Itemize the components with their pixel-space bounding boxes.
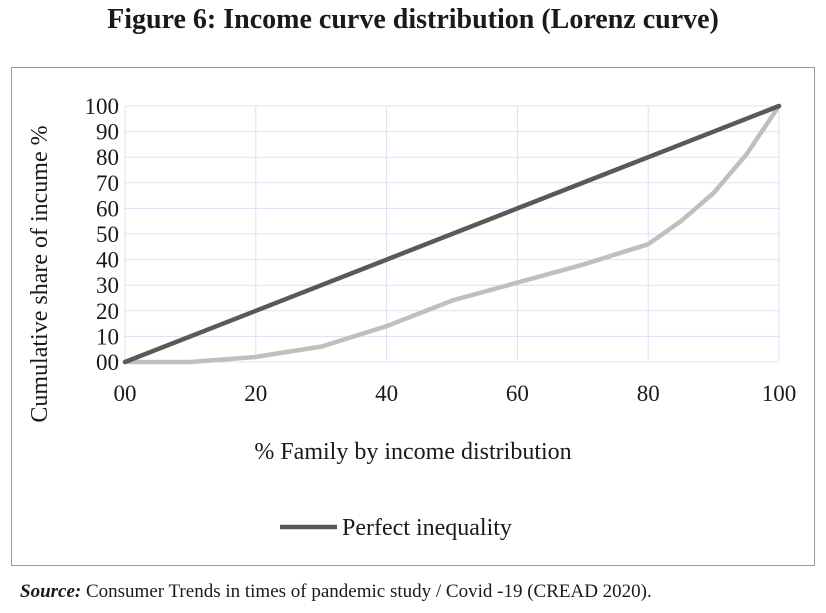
- series-line-perfect-inequality: [122, 103, 782, 365]
- x-tick-label: 00: [114, 381, 137, 406]
- x-tick-label: 100: [762, 381, 797, 406]
- chart-frame: 00 10 20 30 40 50 60 70 80 90 100 00 20 40 60 80 100 Cum…: [11, 67, 815, 566]
- series-layer: [122, 103, 782, 365]
- y-tick-label: 90: [96, 120, 119, 145]
- x-tick-label: 40: [375, 381, 398, 406]
- source-text: Consumer Trends in times of pandemic stu…: [81, 581, 652, 602]
- y-tick-label: 80: [96, 145, 119, 170]
- y-tick-label: 20: [96, 299, 119, 324]
- x-tick-label: 60: [506, 381, 529, 406]
- legend-label: Perfect inequality: [342, 515, 512, 541]
- series-line-lorenz-curve: [122, 103, 782, 365]
- y-tick-label: 30: [96, 273, 119, 298]
- y-tick-label: 40: [96, 248, 119, 273]
- x-tick-label: 80: [637, 381, 660, 406]
- y-tick-label: 00: [96, 350, 119, 375]
- figure-title: Figure 6: Income curve distribution (Lor…: [107, 4, 719, 35]
- x-tick-label: 20: [244, 381, 267, 406]
- legend: Perfect inequality: [280, 515, 512, 541]
- y-tick-label: 50: [96, 222, 119, 247]
- y-tick-label: 60: [96, 196, 119, 221]
- x-axis-label: % Family by income distribution: [254, 439, 571, 465]
- source-note: Source: Consumer Trends in times of pand…: [20, 581, 652, 603]
- y-tick-label: 70: [96, 171, 119, 196]
- y-tick-label: 100: [85, 94, 120, 119]
- source-label: Source:: [20, 581, 82, 602]
- y-axis-label: Cumulative share of incume %: [27, 125, 53, 422]
- y-tick-label: 10: [96, 324, 119, 349]
